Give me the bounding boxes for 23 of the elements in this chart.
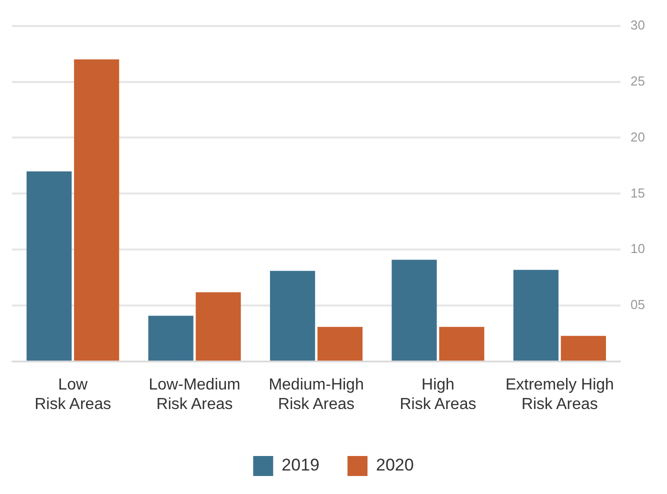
y-tick-label: 25 bbox=[630, 73, 646, 88]
y-tick-label: 05 bbox=[630, 297, 646, 312]
bar bbox=[270, 270, 316, 361]
x-tick-label: Extremely High Risk Areas bbox=[505, 376, 614, 413]
bar bbox=[148, 316, 194, 361]
y-tick-label: 15 bbox=[630, 185, 646, 200]
bar bbox=[317, 326, 363, 361]
bar bbox=[26, 171, 72, 361]
bar bbox=[392, 260, 437, 361]
bar bbox=[439, 326, 484, 361]
bar bbox=[513, 270, 558, 361]
y-tick-label: 20 bbox=[630, 129, 646, 144]
bar bbox=[196, 292, 241, 361]
legend-label: 2020 bbox=[376, 456, 414, 475]
y-tick-label: 10 bbox=[630, 241, 646, 256]
x-tick-label: Low Risk Areas bbox=[34, 376, 112, 413]
y-tick-label: 30 bbox=[630, 17, 646, 32]
x-tick-label: High Risk Areas bbox=[400, 376, 476, 413]
legend-label: 2019 bbox=[282, 456, 320, 475]
x-tick-label: Medium-High Risk Areas bbox=[268, 376, 364, 413]
bar bbox=[74, 59, 120, 361]
bar bbox=[560, 336, 606, 361]
x-tick-label: Low-Medium Risk Areas bbox=[148, 376, 240, 413]
